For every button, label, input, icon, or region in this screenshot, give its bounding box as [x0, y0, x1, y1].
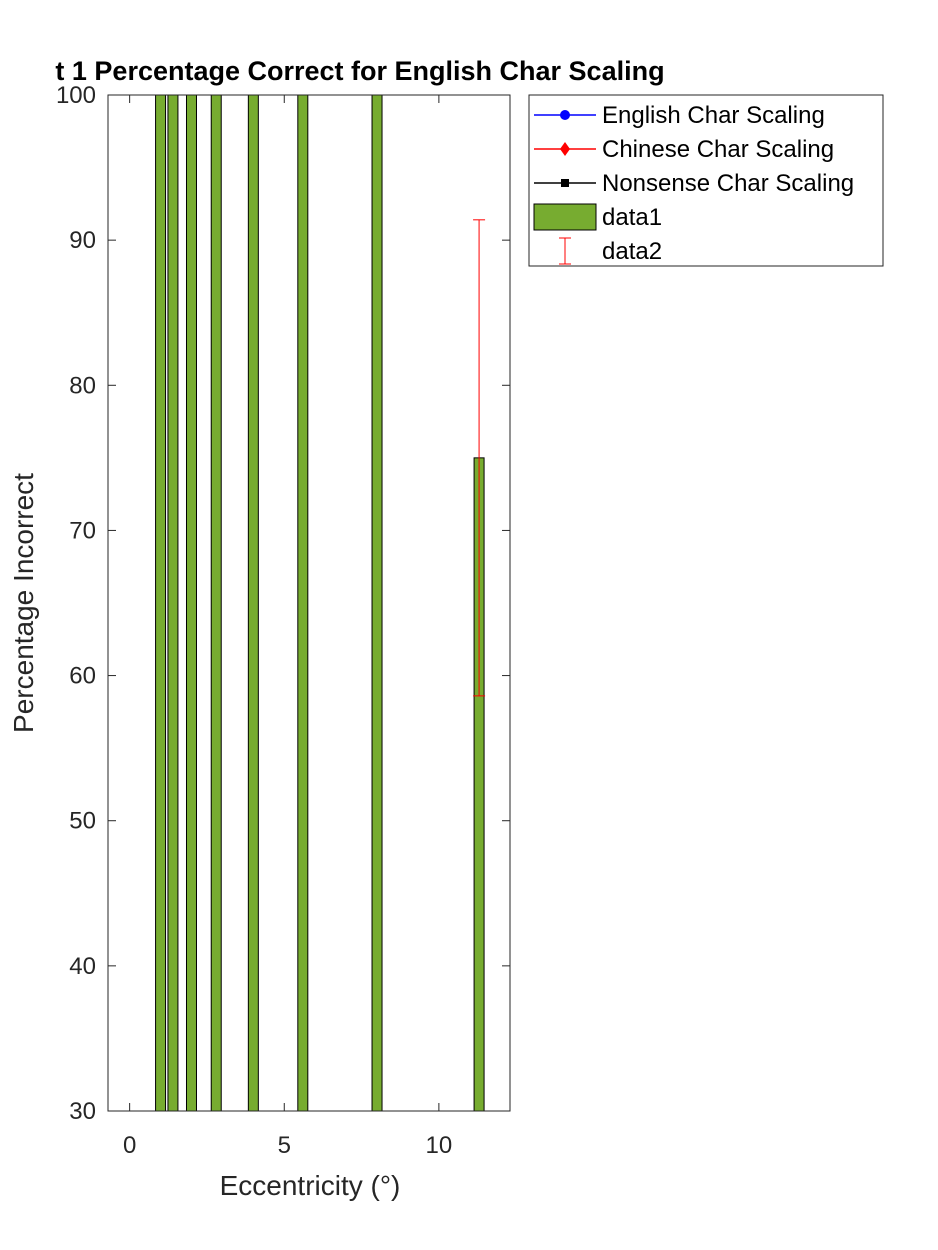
- y-tick-label-80: 80: [69, 372, 96, 399]
- axes-box: [107, 94, 511, 1112]
- chart-title: t 1 Percentage Correct for English Char …: [55, 56, 664, 86]
- legend-label-2: Nonsense Char Scaling: [602, 170, 854, 197]
- bar-4: [247, 94, 259, 1112]
- legend-label-0: English Char Scaling: [602, 102, 825, 129]
- bar-6: [371, 94, 383, 1112]
- x-axis-label: Eccentricity (°): [220, 1170, 401, 1201]
- errorbars-group: [473, 219, 486, 697]
- x-axis-ticks: 0 5 10: [123, 95, 452, 1159]
- bar-0: [155, 94, 167, 1112]
- legend-swatch-2-marker: [561, 179, 569, 187]
- y-tick-label-100: 100: [56, 82, 96, 109]
- legend-box: [528, 94, 884, 267]
- bar-5: [297, 94, 309, 1112]
- y-tick-label-50: 50: [69, 808, 96, 835]
- legend-swatch-3: [533, 203, 597, 231]
- legend-swatch-0-marker: [560, 110, 570, 120]
- bar-2: [185, 94, 197, 1112]
- y-tick-label-40: 40: [69, 953, 96, 980]
- y-axis-ticks: 30 40 50 60 70 80 90 100: [56, 82, 510, 1125]
- x-tick-label-10: 10: [426, 1132, 453, 1159]
- y-tick-label-70: 70: [69, 517, 96, 544]
- legend: English Char Scaling Chinese Char Scaling…: [528, 94, 884, 267]
- legend-label-4: data2: [602, 238, 662, 265]
- legend-swatch-1-marker: [560, 142, 570, 156]
- bar-3: [210, 94, 222, 1112]
- y-tick-label-90: 90: [69, 227, 96, 254]
- y-axis-label: Percentage Incorrect: [8, 473, 39, 733]
- x-tick-label-5: 5: [278, 1132, 291, 1159]
- y-tick-label-60: 60: [69, 663, 96, 690]
- legend-label-1: Chinese Char Scaling: [602, 136, 834, 163]
- legend-label-3: data1: [602, 204, 662, 231]
- bar-1: [167, 94, 179, 1112]
- y-tick-label-30: 30: [69, 1098, 96, 1125]
- x-tick-label-0: 0: [123, 1132, 136, 1159]
